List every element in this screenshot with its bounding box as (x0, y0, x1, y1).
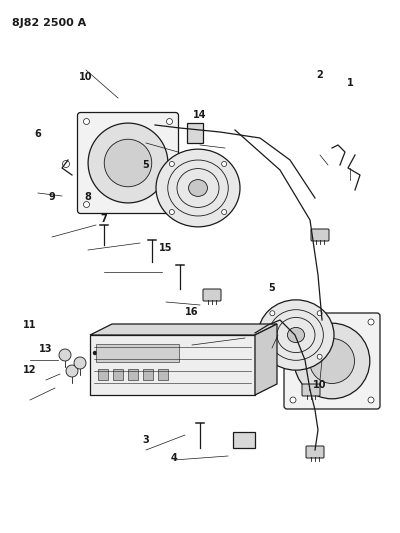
Bar (98, 369, 108, 380)
FancyBboxPatch shape (311, 229, 329, 241)
Circle shape (88, 123, 168, 203)
Text: 3: 3 (143, 435, 149, 445)
Circle shape (166, 201, 172, 207)
FancyBboxPatch shape (203, 289, 221, 301)
FancyBboxPatch shape (78, 112, 178, 214)
Text: 7: 7 (101, 214, 107, 223)
Circle shape (222, 209, 227, 215)
Circle shape (270, 354, 275, 359)
Circle shape (59, 349, 71, 361)
FancyBboxPatch shape (284, 313, 380, 409)
Text: 4: 4 (171, 454, 177, 463)
Text: 5: 5 (269, 283, 275, 293)
Circle shape (104, 139, 152, 187)
Bar (158, 369, 168, 380)
Text: 14: 14 (193, 110, 207, 119)
FancyBboxPatch shape (302, 384, 320, 396)
Text: 9: 9 (49, 192, 55, 202)
Ellipse shape (188, 180, 208, 196)
Circle shape (368, 319, 374, 325)
Circle shape (169, 161, 174, 166)
Circle shape (84, 118, 90, 125)
Circle shape (294, 323, 370, 399)
Circle shape (93, 351, 97, 355)
Text: 5: 5 (143, 160, 149, 170)
Circle shape (290, 397, 296, 403)
Circle shape (317, 311, 322, 316)
FancyBboxPatch shape (306, 446, 324, 458)
Circle shape (270, 311, 275, 316)
Circle shape (169, 209, 174, 215)
Circle shape (84, 201, 90, 207)
Bar (113, 369, 123, 380)
Text: 13: 13 (39, 344, 53, 354)
Circle shape (66, 365, 78, 377)
Text: 10: 10 (313, 380, 327, 390)
Text: 8: 8 (84, 192, 92, 202)
Polygon shape (90, 324, 277, 335)
Text: 6: 6 (35, 130, 41, 139)
Circle shape (74, 357, 86, 369)
Circle shape (62, 160, 70, 167)
Text: 1: 1 (347, 78, 353, 87)
Circle shape (290, 319, 296, 325)
Bar (233, 432, 255, 448)
Bar (128, 369, 138, 380)
Polygon shape (255, 324, 277, 395)
Circle shape (368, 397, 374, 403)
Circle shape (310, 338, 354, 384)
Text: 11: 11 (23, 320, 37, 330)
Ellipse shape (258, 300, 334, 370)
Text: 8J82 2500 A: 8J82 2500 A (12, 18, 86, 28)
Circle shape (317, 354, 322, 359)
Polygon shape (90, 335, 255, 395)
Text: 12: 12 (23, 366, 37, 375)
Ellipse shape (156, 149, 240, 227)
Circle shape (166, 118, 172, 125)
Ellipse shape (288, 327, 304, 343)
Bar (96, 344, 178, 362)
Text: 2: 2 (317, 70, 323, 79)
Bar (187, 123, 203, 143)
Circle shape (222, 161, 227, 166)
Text: 16: 16 (185, 307, 199, 317)
Text: 15: 15 (159, 243, 173, 253)
Text: 10: 10 (79, 72, 93, 82)
Bar (143, 369, 153, 380)
